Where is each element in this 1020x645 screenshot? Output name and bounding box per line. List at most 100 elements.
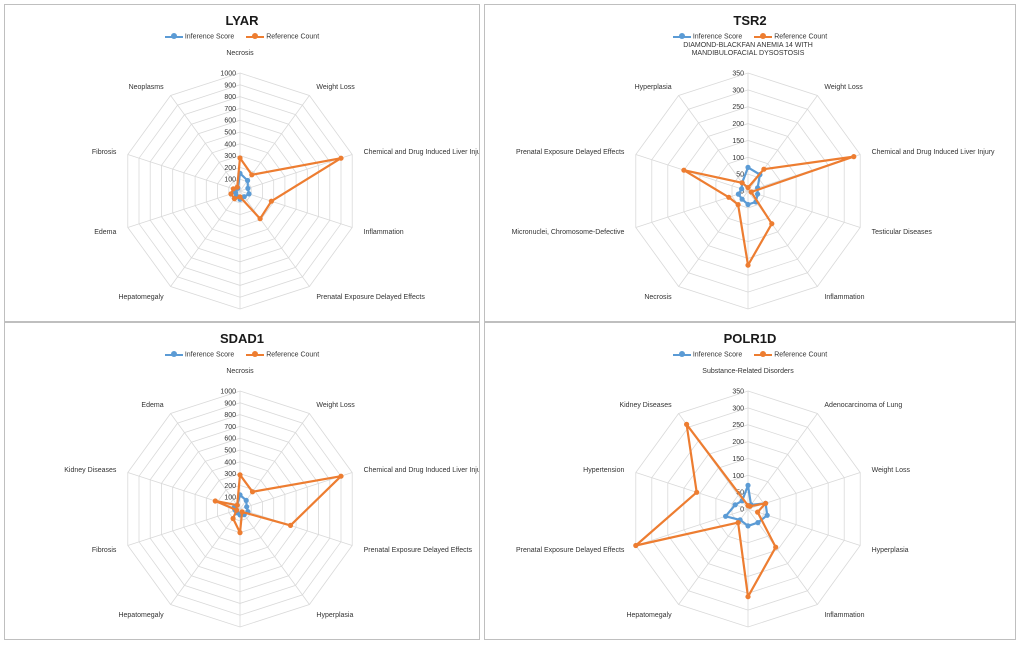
tick-label: 700: [224, 424, 236, 431]
data-point-reference: [237, 472, 243, 478]
data-point-reference: [735, 520, 741, 526]
data-point-reference: [769, 221, 775, 227]
data-point-inference: [745, 164, 751, 170]
data-point-reference: [763, 500, 769, 506]
data-point-inference: [755, 520, 761, 526]
category-label: Inflammation: [824, 294, 864, 301]
data-point-reference: [745, 594, 751, 600]
legend-inference: Inference Score: [672, 33, 742, 40]
category-label: Kidney Diseases: [619, 402, 672, 409]
category-label: Micronuclei, Chromosome-Defective: [512, 229, 625, 236]
data-point-inference: [246, 191, 252, 197]
category-label: Adenocarcinoma of Lung: [824, 402, 902, 409]
grid: [635, 390, 861, 628]
category-label: Fibrosis: [92, 149, 117, 156]
category-label: Necrosis: [226, 368, 254, 375]
data-point-reference: [745, 262, 751, 268]
tick-label: 700: [224, 106, 236, 113]
data-point-inference: [755, 191, 761, 197]
grid-spoke: [170, 190, 241, 287]
tick-label: 300: [224, 471, 236, 478]
grid-spoke: [678, 190, 749, 287]
data-point-reference: [230, 515, 236, 522]
grid-spoke: [170, 95, 241, 192]
tick-label: 1000: [220, 389, 236, 396]
category-label: Hepatomegaly: [626, 612, 672, 619]
tick-label: 300: [732, 405, 744, 412]
data-point-reference: [237, 530, 243, 536]
data-point-reference: [684, 421, 690, 427]
category-label: Inflammation: [824, 612, 864, 619]
data-point-inference: [745, 201, 751, 208]
tick-label: 100: [224, 177, 236, 184]
radar-chart-polr1d: 0 50 100 150 200 250 300 350 Substance-Related D…: [516, 368, 910, 628]
tick-label: 350: [732, 389, 744, 396]
data-point-inference: [244, 504, 250, 510]
data-point-reference: [287, 522, 294, 528]
data-point-reference: [237, 194, 243, 200]
data-point-inference: [245, 185, 251, 191]
radar-chart-lyar: 01002003004005006007008009001000Necrosis…: [92, 50, 479, 310]
panel-sdad1: 01002003004005006007008009001000Necrosis…: [4, 322, 480, 640]
panel-polr1d: 0 50 100 150 200 250 300 350 Substance-Related D…: [484, 322, 1016, 640]
grid: [635, 72, 861, 310]
data-point-reference: [268, 198, 274, 204]
category-label: Neoplasms: [129, 84, 165, 91]
tick-label: 200: [224, 483, 236, 490]
category-label: Fibrosis: [92, 547, 117, 554]
category-label: Chemical and Drug Induced Liver Injury: [364, 149, 479, 156]
category-label: Testicular Diseases: [872, 229, 933, 236]
tick-label: 600: [224, 436, 236, 443]
tick-label: 900: [224, 82, 236, 89]
tick-label: 200: [732, 121, 744, 128]
data-point-reference: [851, 154, 857, 160]
grid-spoke: [127, 154, 241, 192]
category-label: Prenatal Exposure Delayed Effects: [364, 547, 473, 554]
tick-label: 200: [224, 165, 236, 172]
chart-title: TSR2: [733, 13, 767, 28]
category-label: Edema: [141, 402, 163, 409]
data-point-reference: [735, 202, 741, 208]
grid-spoke: [747, 190, 818, 287]
category-label: Chemical and Drug Induced Liver Injury: [872, 149, 995, 156]
tick-label: 150: [732, 138, 744, 145]
tick-label: 500: [224, 448, 236, 455]
chart-title: SDAD1: [219, 331, 265, 346]
chart-title: POLR1D: [723, 331, 777, 346]
data-point-reference: [249, 489, 256, 495]
data-point-reference: [234, 507, 240, 513]
data-point-reference: [739, 180, 745, 186]
data-point-reference: [231, 196, 238, 202]
data-point-inference: [245, 177, 251, 184]
tick-label: 400: [224, 141, 236, 148]
grid-spoke: [127, 508, 241, 546]
tick-label: 50: [736, 490, 744, 497]
grid-spoke: [239, 413, 310, 510]
tick-label: 100: [224, 495, 236, 502]
data-point-inference: [745, 523, 751, 529]
category-label: Substance-Related Disorders: [702, 368, 794, 375]
data-point-reference: [338, 155, 344, 161]
category-label: Prenatal Exposure Delayed Effects: [516, 547, 625, 554]
tick-label: 800: [224, 412, 236, 419]
series-line-reference: [634, 423, 777, 598]
chart-title: LYAR: [225, 13, 259, 28]
grid-spoke: [239, 508, 353, 546]
data-point-reference: [773, 544, 779, 550]
grid-spoke: [239, 190, 310, 287]
tick-label: 300: [732, 87, 744, 94]
category-label: Weight Loss: [316, 84, 355, 91]
category-label: Prenatal Exposure Delayed Effects: [316, 294, 425, 301]
tick-label: 800: [224, 94, 236, 101]
legend-reference: Reference Count: [754, 351, 827, 358]
radar-chart-tsr2: 0 50 100 150 200 250 300 350 DIAMOND-BLACKFAN AN…: [512, 42, 995, 310]
tick-label: 300: [224, 153, 236, 160]
data-point-inference: [739, 186, 745, 192]
data-point-inference: [723, 513, 729, 519]
category-label: Chemical and Drug Induced Liver Injury: [364, 467, 479, 474]
grid-spoke: [747, 508, 818, 605]
tick-label: 150: [732, 456, 744, 463]
tick-label: 1000: [220, 71, 236, 78]
tick-label: 500: [224, 130, 236, 137]
data-point-reference: [748, 189, 754, 195]
